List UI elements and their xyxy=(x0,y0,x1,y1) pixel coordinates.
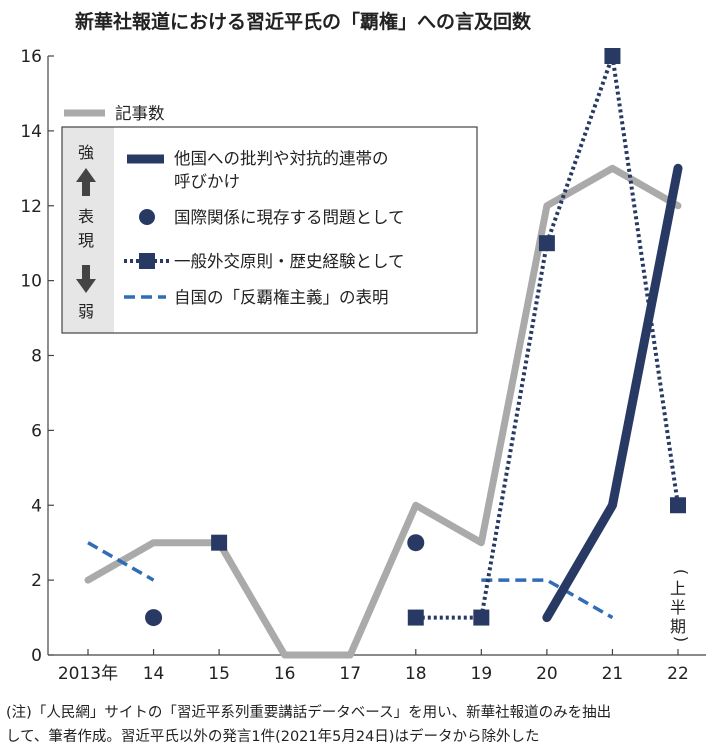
y-axis: 0 2 4 6 8 10 12 14 16 xyxy=(20,47,54,666)
y-tick-label: 12 xyxy=(20,197,42,217)
series-anti-hegemony-segment-1 xyxy=(87,541,155,582)
series-article-count-line xyxy=(84,164,682,659)
legend: 強 表 現 弱 他国への批判や対抗的連帯の 呼びかけ 国際関係に現存する問題とし… xyxy=(61,126,478,334)
legend-swatch-series-3-marker xyxy=(139,253,155,269)
x-tick-label: 20 xyxy=(536,664,558,684)
series-diplomatic-principle-marker xyxy=(211,534,228,551)
legend-label-series-4: 自国の「反覇権主義」の表明 xyxy=(174,288,389,307)
series-diplomatic-principle-marker xyxy=(670,497,686,514)
footnote-line-2: して、筆者作成。習近平氏以外の発言1件(2021年5月24日)はデータから除外し… xyxy=(6,727,539,745)
series-diplomatic-principle-segment-2 xyxy=(479,242,549,618)
series-criticism-line xyxy=(542,163,683,623)
annotation-char: 上 xyxy=(670,579,686,598)
scale-arrow-up-icon xyxy=(76,168,96,196)
y-tick-label: 8 xyxy=(31,347,42,367)
legend-swatch-series-2 xyxy=(139,209,155,225)
y-tick-label: 14 xyxy=(20,122,42,142)
y-tick-label: 6 xyxy=(31,421,42,441)
annotation-char: 期 xyxy=(670,617,686,636)
legend-label-series-1-line-1: 他国への批判や対抗的連帯の xyxy=(174,149,389,168)
legend-label-series-2: 国際関係に現存する問題として xyxy=(174,208,405,227)
annotation-first-half: ( 上半期) xyxy=(670,569,691,642)
legend-box xyxy=(61,126,478,334)
x-tick-label: 22 xyxy=(667,664,689,684)
x-axis: 2013年 14 15 16 17 18 19 20 21 22 xyxy=(48,649,706,684)
y-tick-label: 16 xyxy=(20,47,42,67)
series-diplomatic-principle-segment-3 xyxy=(545,55,615,244)
scale-arrow-down-icon xyxy=(76,265,96,293)
scale-label-weak: 弱 xyxy=(78,302,94,321)
footnote-line-1: (注)「人民網」サイトの「習近平系列重要講話データベース」を用い、新華社報道のみ… xyxy=(6,703,611,721)
legend-label-series-1-line-2: 呼びかけ xyxy=(174,172,240,191)
y-tick-label: 2 xyxy=(31,571,42,591)
x-tick-label: 18 xyxy=(405,664,427,684)
series-diplomatic-principle-marker xyxy=(407,609,424,626)
annotation-char: 半 xyxy=(670,598,686,617)
x-tick-label: 14 xyxy=(143,664,165,684)
y-tick-label: 10 xyxy=(20,272,42,292)
x-tick-label: 21 xyxy=(602,664,624,684)
legend-label-series-0: 記事数 xyxy=(115,104,165,123)
series-existing-issue-marker xyxy=(407,534,425,552)
legend-scale-panel xyxy=(62,127,114,333)
legend-item-article-count: 記事数 xyxy=(64,104,165,123)
chart-title: 新華社報道における習近平氏の「覇権」への言及回数 xyxy=(75,10,532,33)
annotation-char: ) xyxy=(672,636,691,642)
series-diplomatic-principle-marker xyxy=(473,609,490,626)
annotation-char: ( xyxy=(672,569,691,575)
x-tick-label: 16 xyxy=(274,664,296,684)
series-diplomatic-principle-marker xyxy=(538,235,555,252)
x-tick-label: 19 xyxy=(471,664,493,684)
series-layer xyxy=(84,48,686,659)
scale-label-strong: 強 xyxy=(78,143,94,162)
x-tick-label: 17 xyxy=(339,664,361,684)
series-existing-issue-marker xyxy=(145,609,163,627)
legend-label-series-3: 一般外交原則・歴史経験として xyxy=(174,252,405,271)
x-tick-label: 2013年 xyxy=(58,664,118,684)
scale-label-expression-char-1: 表 xyxy=(78,207,94,226)
series-diplomatic-principle-segment-4 xyxy=(610,55,680,506)
y-tick-label: 4 xyxy=(31,496,42,516)
series-anti-hegemony-segment-2 xyxy=(481,578,614,620)
series-diplomatic-principle-marker xyxy=(604,48,621,64)
scale-label-expression-char-2: 現 xyxy=(78,231,94,250)
y-tick-label: 0 xyxy=(31,646,42,666)
x-tick-label: 15 xyxy=(208,664,230,684)
